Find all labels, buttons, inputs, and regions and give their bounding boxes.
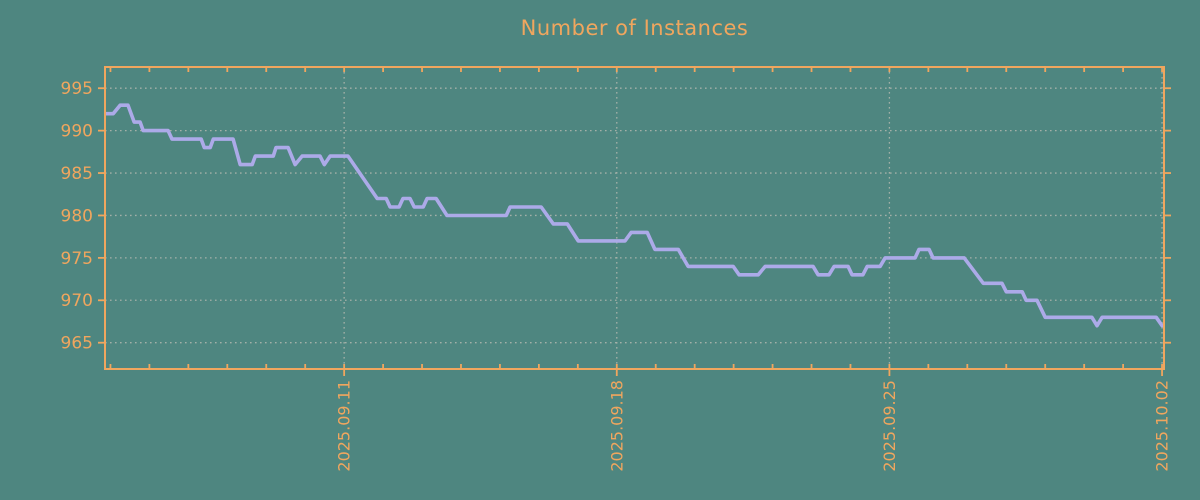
- y-tick-label: 990: [61, 122, 93, 142]
- y-tick-label: 980: [61, 206, 93, 226]
- x-tick-label: 2025.09.11: [335, 380, 354, 472]
- series-line-instances: [104, 103, 1164, 328]
- y-tick-labels: 965 970 975 980 985 990 995: [61, 79, 93, 353]
- gridlines: [105, 67, 1164, 369]
- y-tick-label: 970: [61, 291, 93, 311]
- series-group: [104, 103, 1164, 328]
- chart-title: Number of Instances: [520, 16, 749, 40]
- axis-ticks: [98, 67, 1171, 376]
- y-tick-label: 985: [61, 164, 93, 184]
- y-tick-label: 995: [61, 79, 93, 99]
- plot-frame: [104, 66, 1165, 370]
- x-tick-labels: 2025.09.11 2025.09.18 2025.09.25 2025.10.02: [335, 380, 1172, 472]
- y-tick-label: 965: [61, 334, 93, 354]
- x-tick-label: 2025.09.25: [880, 380, 899, 472]
- y-tick-label: 975: [61, 249, 93, 269]
- x-tick-label: 2025.10.02: [1153, 380, 1172, 472]
- x-tick-label: 2025.09.18: [607, 380, 626, 472]
